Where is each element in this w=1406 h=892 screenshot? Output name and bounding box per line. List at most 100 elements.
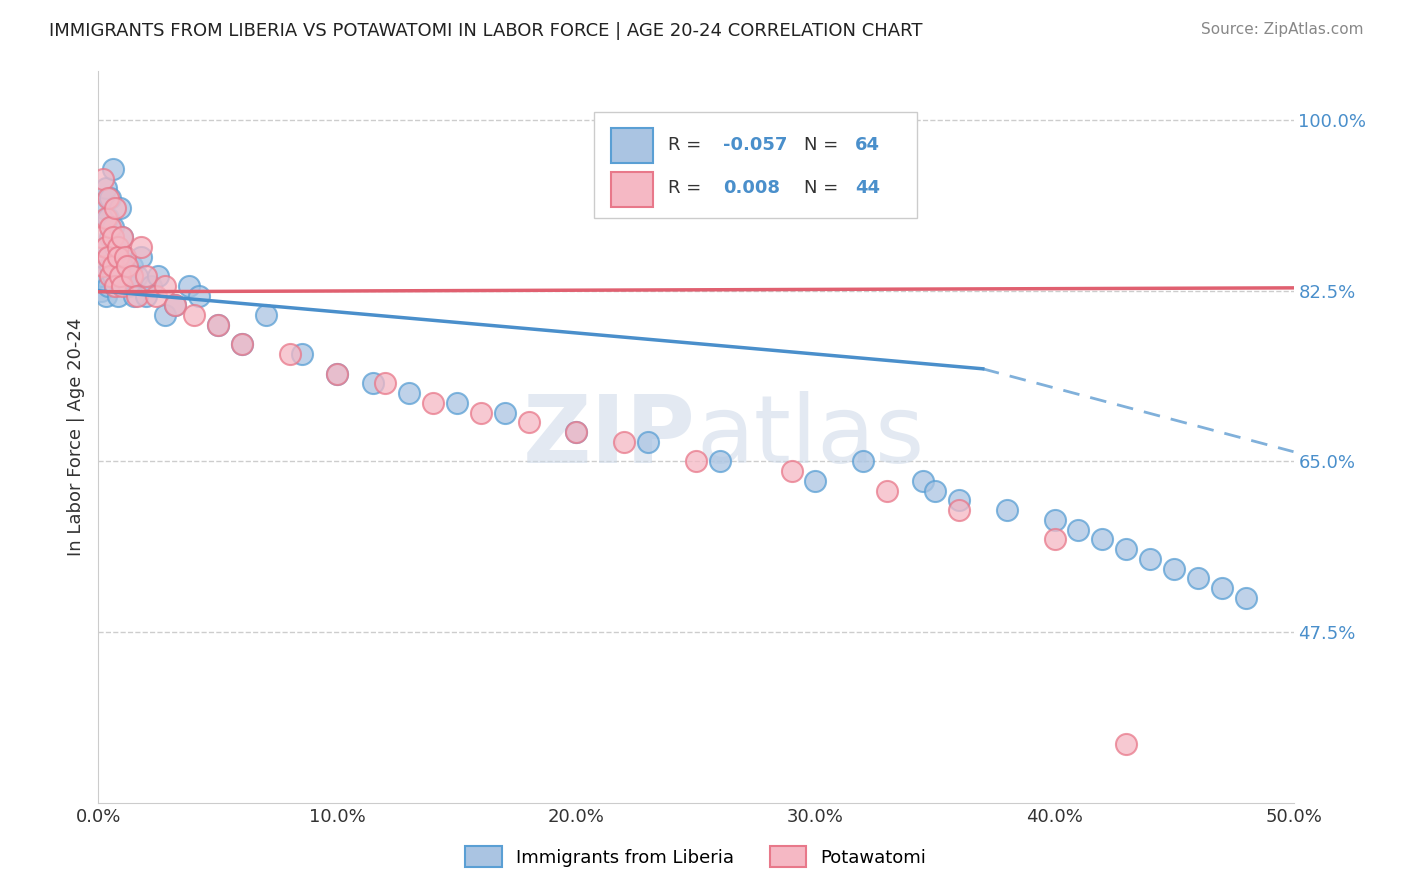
Point (111, 269, 134, 284)
Point (155, 279, 177, 293)
Point (187, 288, 209, 302)
Point (1067, 523, 1090, 537)
Point (709, 454, 731, 468)
Point (94, 211, 117, 225)
Point (107, 250, 129, 264)
Point (111, 230, 134, 244)
Text: R =: R = (668, 179, 707, 197)
Point (948, 503, 970, 517)
Point (231, 337, 253, 351)
Point (94, 240, 117, 254)
FancyBboxPatch shape (595, 112, 917, 218)
Point (101, 220, 124, 235)
Point (1234, 591, 1257, 605)
Point (90, 284, 112, 298)
Point (876, 483, 898, 498)
Point (104, 279, 127, 293)
Point (131, 250, 153, 264)
Point (91, 171, 114, 186)
Point (254, 308, 277, 322)
Point (111, 230, 134, 244)
Point (98, 260, 122, 274)
Text: -0.057: -0.057 (724, 136, 787, 153)
Point (804, 474, 827, 488)
Text: IMMIGRANTS FROM LIBERIA VS POTAWATOMI IN LABOR FORCE | AGE 20-24 CORRELATION CHA: IMMIGRANTS FROM LIBERIA VS POTAWATOMI IN… (49, 22, 922, 40)
Point (565, 425, 588, 440)
Point (924, 483, 946, 498)
Point (207, 318, 229, 332)
Point (398, 386, 420, 401)
Point (326, 367, 349, 381)
Point (135, 269, 157, 284)
Point (125, 288, 148, 302)
Point (995, 503, 1018, 517)
Point (139, 279, 162, 293)
Point (291, 347, 314, 361)
Point (115, 269, 138, 284)
Point (1043, 513, 1066, 527)
Point (94, 288, 117, 302)
Point (326, 367, 349, 381)
Point (613, 434, 636, 449)
Point (115, 260, 138, 274)
Point (494, 406, 516, 420)
Point (108, 260, 131, 274)
Point (1163, 562, 1185, 576)
Point (1187, 572, 1209, 586)
Text: 0.008: 0.008 (724, 179, 780, 197)
Point (104, 201, 127, 215)
Text: atlas: atlas (696, 391, 924, 483)
Point (91, 260, 114, 274)
Point (101, 230, 124, 244)
Text: N =: N = (804, 179, 844, 197)
Point (97, 250, 120, 264)
Point (90, 230, 112, 244)
Point (1091, 533, 1114, 547)
Point (101, 260, 124, 274)
Point (470, 406, 492, 420)
Point (121, 260, 143, 274)
Point (207, 318, 229, 332)
Point (98, 269, 122, 284)
Text: ZIP: ZIP (523, 391, 696, 483)
Point (104, 279, 127, 293)
Point (780, 464, 803, 478)
Point (1211, 581, 1233, 595)
Point (278, 347, 301, 361)
Point (97, 279, 120, 293)
Point (135, 288, 157, 302)
Point (637, 434, 659, 449)
Point (131, 240, 153, 254)
Point (183, 308, 205, 322)
FancyBboxPatch shape (612, 171, 652, 207)
Point (231, 337, 253, 351)
Point (98, 230, 122, 244)
Point (114, 250, 136, 264)
Point (108, 201, 131, 215)
Text: Source: ZipAtlas.com: Source: ZipAtlas.com (1201, 22, 1364, 37)
Point (108, 269, 131, 284)
Point (98, 191, 122, 205)
Point (155, 308, 177, 322)
Point (374, 376, 396, 391)
Point (1115, 542, 1137, 557)
Point (97, 211, 120, 225)
Text: R =: R = (668, 136, 707, 153)
Point (446, 396, 468, 410)
Legend: Immigrants from Liberia, Potawatomi: Immigrants from Liberia, Potawatomi (458, 839, 934, 874)
Y-axis label: In Labor Force | Age 20-24: In Labor Force | Age 20-24 (66, 318, 84, 557)
Point (107, 288, 129, 302)
Point (94, 181, 117, 195)
FancyBboxPatch shape (612, 128, 652, 163)
Point (91, 201, 114, 215)
Point (121, 269, 143, 284)
Point (107, 240, 129, 254)
Point (517, 416, 540, 430)
Point (948, 493, 970, 508)
Text: N =: N = (804, 136, 844, 153)
Point (97, 250, 120, 264)
Text: 64: 64 (855, 136, 880, 153)
Point (145, 288, 167, 302)
Point (363, 376, 385, 391)
Point (565, 425, 588, 440)
